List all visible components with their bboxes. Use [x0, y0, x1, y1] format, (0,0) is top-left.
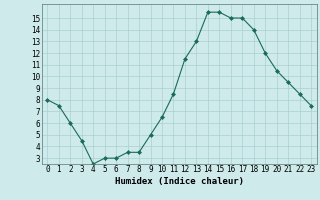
X-axis label: Humidex (Indice chaleur): Humidex (Indice chaleur) [115, 177, 244, 186]
